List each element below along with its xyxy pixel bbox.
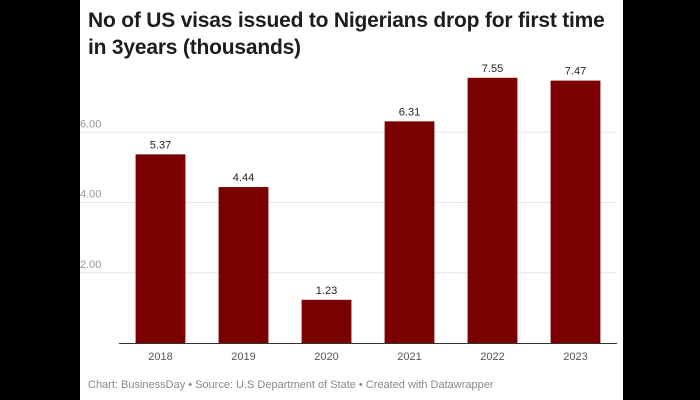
source-note: Source: U.S Department of State (195, 379, 356, 391)
bar (135, 154, 186, 343)
bar-chart: 5.37 4.44 1.23 6.31 7.55 7.47 2018 2019 2020 202… (80, 63, 617, 363)
bar (218, 187, 269, 343)
x-tick-label: 2022 (480, 351, 504, 363)
bar (384, 121, 435, 343)
bar-value-label: 1.23 (316, 285, 337, 297)
value-labels: 5.37 4.44 1.23 6.31 7.55 7.47 (150, 63, 586, 297)
chart-credit: Chart: BusinessDay (88, 379, 186, 391)
bar-value-label: 7.47 (565, 66, 586, 78)
y-axis-labels: 2.00 4.00 6.00 (80, 118, 101, 271)
footer-separator: • (188, 379, 193, 391)
bar (467, 77, 518, 344)
chart-card: No of US visas issued to Nigerians drop … (80, 0, 623, 400)
x-tick-label: 2019 (231, 351, 255, 363)
x-tick-label: 2020 (314, 351, 338, 363)
created-with-note: Created with Datawrapper (365, 379, 494, 391)
y-tick-label: 4.00 (80, 189, 101, 201)
bar (550, 80, 601, 344)
chart-title: No of US visas issued to Nigerians drop … (88, 9, 605, 59)
bar-value-label: 5.37 (150, 139, 171, 151)
bar-value-label: 6.31 (399, 106, 420, 118)
bar-value-label: 7.55 (482, 63, 503, 75)
bar (301, 299, 352, 343)
footer: Chart: BusinessDay • Source: U.S Departmen… (88, 379, 494, 391)
x-axis-labels: 2018 2019 2020 2021 2022 2023 (148, 351, 587, 363)
y-tick-label: 2.00 (80, 259, 101, 271)
x-tick-label: 2021 (397, 351, 421, 363)
bar-value-label: 4.44 (233, 172, 254, 184)
bars (135, 77, 601, 344)
x-tick-label: 2018 (148, 351, 172, 363)
x-tick-label: 2023 (563, 351, 587, 363)
y-tick-label: 6.00 (80, 118, 101, 130)
footer-separator: • (358, 379, 363, 391)
